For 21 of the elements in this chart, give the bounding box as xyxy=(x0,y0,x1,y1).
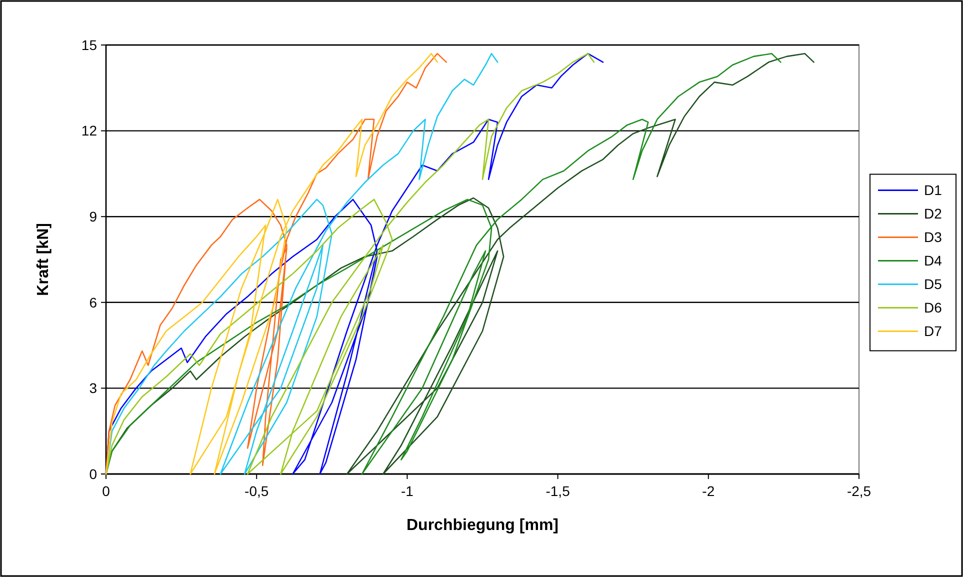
x-tick-label: -1,5 xyxy=(546,483,570,499)
y-tick-label: 3 xyxy=(89,380,98,396)
y-tick-label: 0 xyxy=(89,466,98,482)
legend-label: D1 xyxy=(924,182,942,198)
x-tick-label: -2 xyxy=(702,483,715,499)
legend-label: D6 xyxy=(924,300,942,316)
legend-label: D2 xyxy=(924,206,942,222)
x-tick-label: -0,5 xyxy=(244,483,269,499)
legend-label: D5 xyxy=(924,276,942,292)
y-tick-label: 12 xyxy=(81,122,98,139)
y-tick-label: 9 xyxy=(89,208,98,224)
y-tick-label: 6 xyxy=(89,294,98,310)
legend-label: D4 xyxy=(924,252,942,269)
legend-label: D7 xyxy=(924,323,942,340)
legend-label: D3 xyxy=(924,229,942,246)
x-axis-title: Durchbiegung [mm] xyxy=(406,517,558,534)
x-tick-label: -1 xyxy=(400,483,414,499)
x-tick-label: -2,5 xyxy=(846,483,872,499)
x-tick-label: 0 xyxy=(102,483,110,499)
y-tick-label: 15 xyxy=(81,36,98,53)
y-axis-title: Kraft [kN] xyxy=(35,223,52,296)
